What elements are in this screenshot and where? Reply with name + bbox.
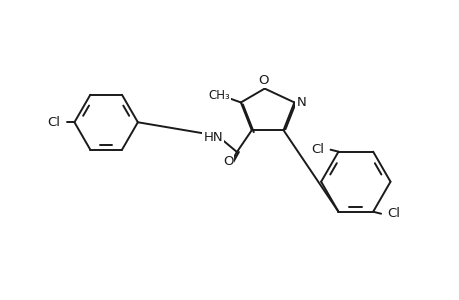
Text: O: O bbox=[258, 74, 269, 87]
Text: O: O bbox=[222, 155, 233, 168]
Text: HN: HN bbox=[203, 130, 223, 144]
Text: Cl: Cl bbox=[386, 207, 399, 220]
Text: N: N bbox=[296, 96, 306, 109]
Text: Cl: Cl bbox=[47, 116, 61, 129]
Text: Cl: Cl bbox=[311, 143, 324, 156]
Text: CH₃: CH₃ bbox=[208, 89, 230, 102]
